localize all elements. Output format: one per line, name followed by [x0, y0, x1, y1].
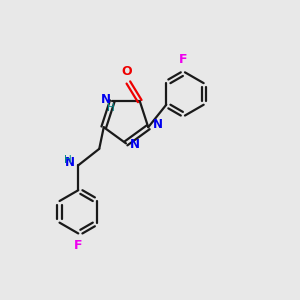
Text: H: H — [64, 155, 72, 165]
Text: N: N — [64, 156, 75, 169]
Text: N: N — [152, 118, 163, 131]
Text: H: H — [107, 103, 115, 113]
Text: N: N — [101, 93, 111, 106]
Text: F: F — [74, 239, 82, 252]
Text: N: N — [130, 138, 140, 152]
Text: O: O — [122, 65, 132, 78]
Text: F: F — [179, 53, 188, 66]
